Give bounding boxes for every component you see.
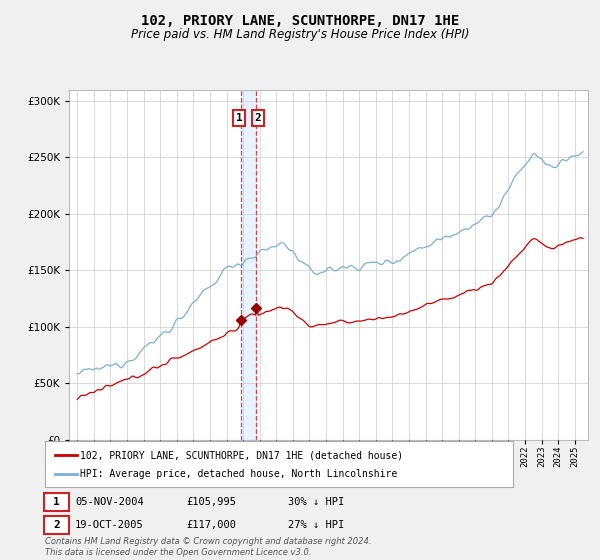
Text: 1: 1 <box>236 113 242 123</box>
Text: 05-NOV-2004: 05-NOV-2004 <box>75 497 144 507</box>
Text: 102, PRIORY LANE, SCUNTHORPE, DN17 1HE: 102, PRIORY LANE, SCUNTHORPE, DN17 1HE <box>141 14 459 28</box>
Bar <box>241 90 256 440</box>
Text: £117,000: £117,000 <box>186 520 236 530</box>
Text: HPI: Average price, detached house, North Lincolnshire: HPI: Average price, detached house, Nort… <box>80 469 397 479</box>
Text: 102, PRIORY LANE, SCUNTHORPE, DN17 1HE (detached house): 102, PRIORY LANE, SCUNTHORPE, DN17 1HE (… <box>80 450 403 460</box>
Text: Contains HM Land Registry data © Crown copyright and database right 2024.
This d: Contains HM Land Registry data © Crown c… <box>45 537 371 557</box>
Text: 2: 2 <box>53 520 60 530</box>
Text: Price paid vs. HM Land Registry's House Price Index (HPI): Price paid vs. HM Land Registry's House … <box>131 28 469 41</box>
Text: £105,995: £105,995 <box>186 497 236 507</box>
Text: 2: 2 <box>254 113 261 123</box>
Text: 1: 1 <box>53 497 60 507</box>
Text: 27% ↓ HPI: 27% ↓ HPI <box>288 520 344 530</box>
Text: 30% ↓ HPI: 30% ↓ HPI <box>288 497 344 507</box>
Text: 19-OCT-2005: 19-OCT-2005 <box>75 520 144 530</box>
